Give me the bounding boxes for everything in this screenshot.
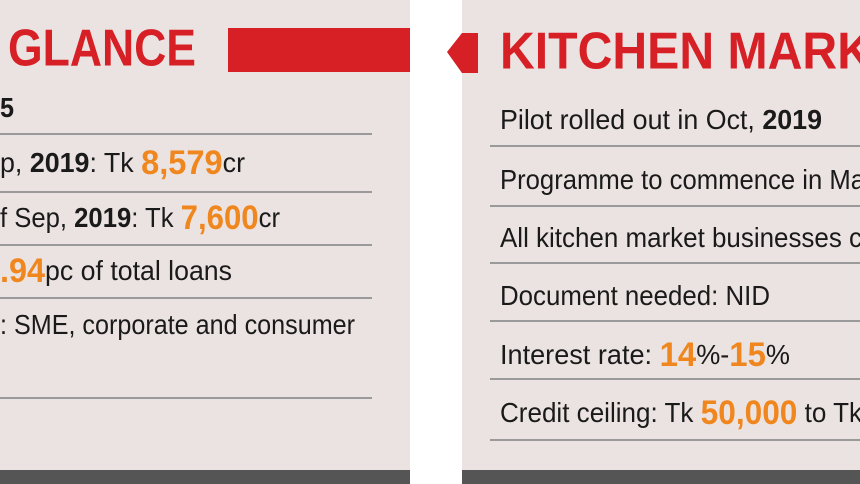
highlight: 14 — [660, 336, 697, 374]
right-row: Pilot rolled out in Oct, 2019 — [500, 104, 822, 135]
left-row: p, 2019: Tk 8,579cr — [0, 144, 245, 182]
text: f Sep, — [0, 202, 74, 233]
text: : Tk — [131, 202, 180, 233]
left-title: GLANCE — [8, 20, 196, 78]
text: 2019 — [30, 147, 90, 178]
right-row: Programme to commence in Ma — [500, 164, 860, 195]
text: All kitchen market businesses c — [500, 222, 860, 253]
right-footer-bar — [462, 470, 860, 484]
text: % — [766, 339, 790, 370]
text: Interest rate: — [500, 339, 660, 370]
highlight: 8,579 — [141, 144, 223, 182]
right-title: KITCHEN MARK — [500, 23, 860, 81]
text: : SME, corporate and consumer — [0, 309, 355, 340]
left-row: 5 — [0, 92, 14, 123]
highlight: 50,000 — [701, 394, 798, 432]
left-panel — [0, 0, 410, 470]
text: 2019 — [74, 202, 131, 233]
left-footer-bar — [0, 470, 410, 484]
right-panel — [462, 0, 860, 470]
text: Credit ceiling: Tk — [500, 397, 701, 428]
text: 5 — [0, 92, 14, 123]
left-row: : SME, corporate and consumer — [0, 309, 355, 340]
left-row: f Sep, 2019: Tk 7,600cr — [0, 199, 280, 237]
text: Document needed: NID — [500, 280, 770, 311]
highlight: 7,600 — [181, 199, 259, 237]
text: p, — [0, 147, 30, 178]
highlight: 15 — [729, 336, 766, 374]
text: cr — [223, 147, 245, 178]
left-row: .94pc of total loans — [0, 252, 232, 290]
right-row: All kitchen market businesses c — [500, 222, 860, 253]
red-flag — [447, 33, 478, 73]
text: %- — [696, 339, 729, 370]
right-row: Interest rate: 14%-15% — [500, 336, 790, 374]
text: Programme to commence in Ma — [500, 164, 860, 195]
right-row: Document needed: NID — [500, 280, 770, 311]
text: Pilot rolled out in Oct, — [500, 104, 762, 135]
text: pc of total loans — [45, 255, 232, 286]
red-bar — [228, 28, 410, 72]
right-row: Credit ceiling: Tk 50,000 to Tk — [500, 394, 860, 432]
text: : Tk — [89, 147, 141, 178]
text: to Tk — [797, 397, 860, 428]
text: 2019 — [762, 104, 822, 135]
highlight: .94 — [0, 252, 45, 290]
text: cr — [259, 202, 280, 233]
